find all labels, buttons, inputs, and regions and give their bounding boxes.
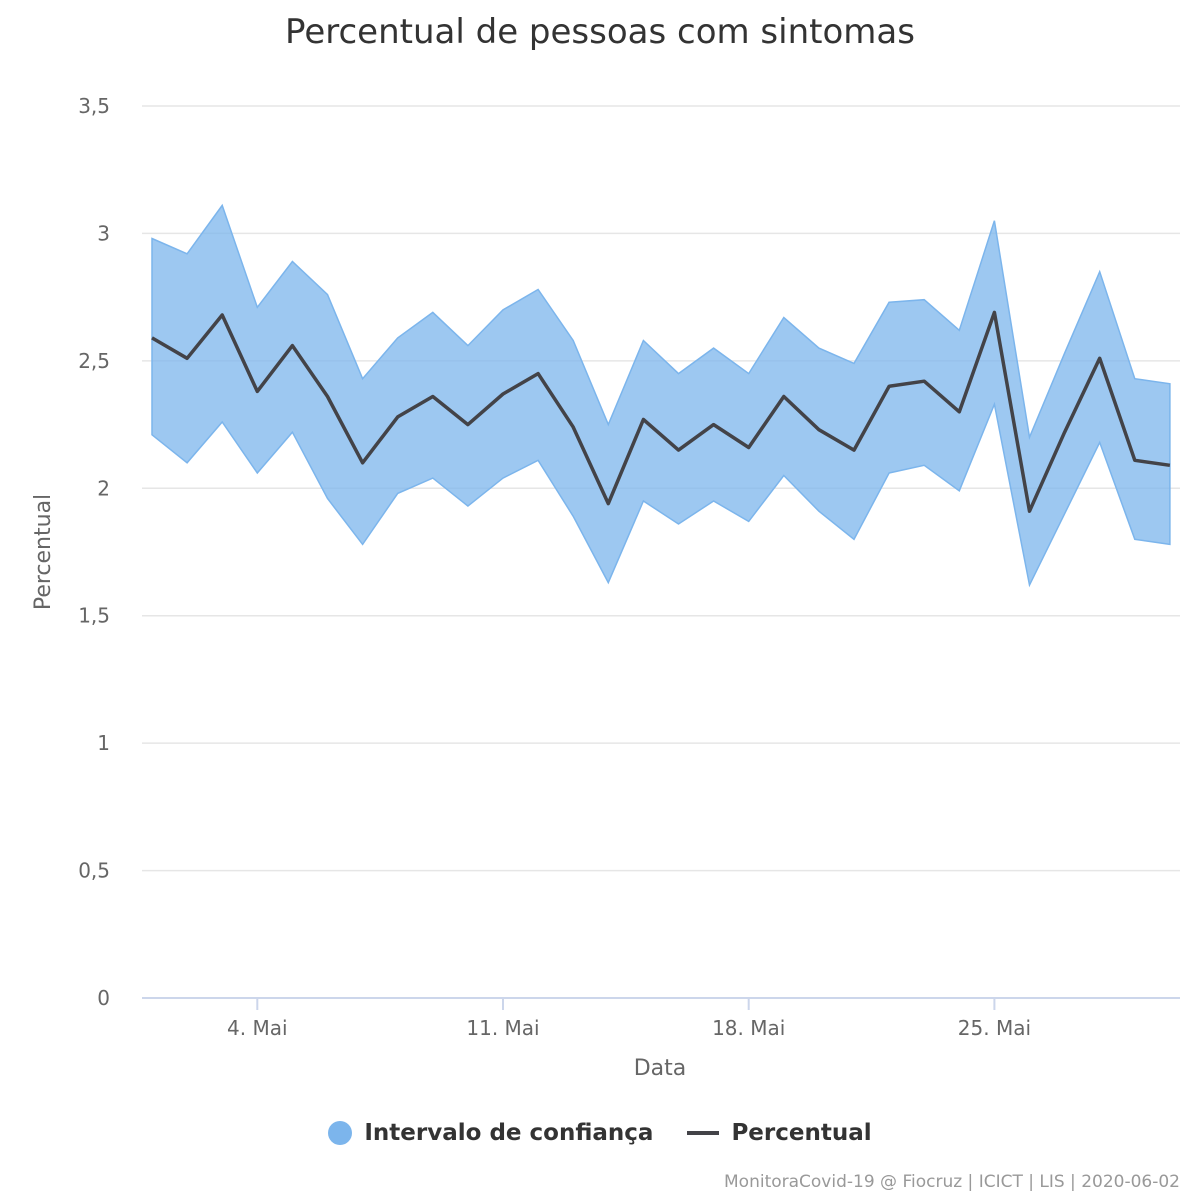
credits[interactable]: MonitoraCovid-19 @ Fiocruz | ICICT | LIS… [724, 1172, 1180, 1192]
legend-item-confidence[interactable]: Intervalo de confiança [328, 1120, 653, 1146]
legend: Intervalo de confiança Percentual [0, 1120, 1200, 1146]
y-axis-title: Percentual [31, 494, 56, 610]
y-tick-label: 2 [97, 476, 110, 500]
percent-series-line[interactable] [151, 310, 1171, 513]
y-tick-label: 1 [97, 731, 110, 755]
y-tick-label: 1,5 [78, 604, 110, 628]
y-tick-label: 3 [97, 221, 110, 245]
line-icon [687, 1131, 720, 1135]
y-tick-label: 3,5 [78, 94, 110, 118]
y-tick-label: 0,5 [78, 859, 110, 883]
legend-label-confidence: Intervalo de confiança [364, 1120, 654, 1146]
legend-label-percent: Percentual [731, 1120, 872, 1146]
axes: 0 0,5 1 1,5 2 2,5 3 3,5 4. Mai 11. Mai 18. Mai 25. … [78, 94, 1180, 1040]
gridlines [142, 105, 1180, 872]
confidence-band [151, 203, 1171, 588]
x-tick-label: 25. Mai [958, 1016, 1031, 1040]
x-tick-label: 11. Mai [466, 1016, 539, 1040]
y-tick-label: 0 [97, 986, 110, 1010]
chart-title: Percentual de pessoas com sintomas [285, 12, 915, 52]
x-tick-label: 18. Mai [712, 1016, 785, 1040]
circle-icon [328, 1121, 353, 1145]
confidence-band-area[interactable] [151, 203, 1171, 588]
percent-line [151, 310, 1171, 513]
legend-item-percent[interactable]: Percentual [687, 1120, 872, 1146]
x-tick-label: 4. Mai [227, 1016, 288, 1040]
y-tick-label: 2,5 [78, 349, 110, 373]
x-axis-title: Data [634, 1056, 687, 1081]
